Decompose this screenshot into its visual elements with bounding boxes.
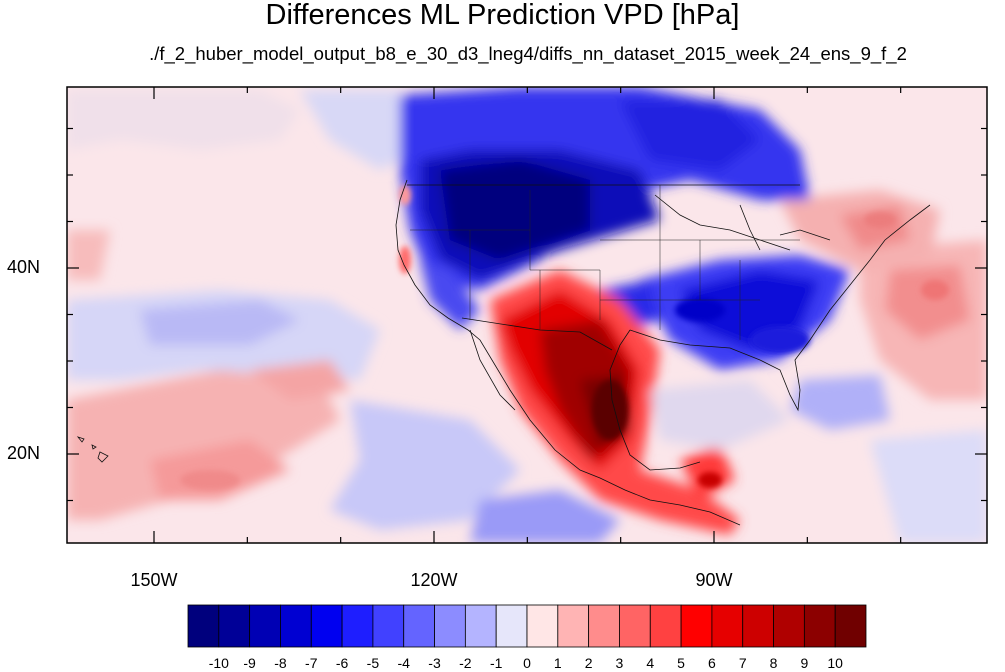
colorbar-swatch [280, 604, 312, 648]
colorbar-swatch [711, 604, 744, 648]
colorbar-swatch [773, 604, 805, 648]
colorbar-tick-label: 4 [646, 655, 655, 671]
colorbar [187, 604, 867, 648]
colorbar-swatch [557, 604, 590, 648]
colorbar-swatch [834, 604, 867, 648]
colorbar-tick-label: 7 [738, 655, 747, 671]
colorbar-tick-label: 5 [677, 655, 685, 671]
colorbar-swatch [464, 604, 497, 648]
colorbar-swatch [310, 604, 343, 648]
map-subtitle: ./f_2_huber_model_output_b8_e_30_d3_lneg… [149, 43, 907, 64]
longitude-tick-label: 120W [410, 570, 458, 590]
colorbar-swatch [218, 604, 251, 648]
colorbar-tick-label: 9 [800, 655, 809, 671]
colorbar-tick-label: -4 [397, 655, 410, 671]
colorbar-tick-label: 6 [708, 655, 716, 671]
colorbar-swatch [341, 604, 374, 648]
colorbar-tick-label: -7 [305, 655, 318, 671]
latitude-tick-label: 40N [6, 257, 40, 277]
colorbar-swatch [680, 604, 713, 648]
colorbar-swatch [372, 604, 405, 648]
colorbar-swatch [403, 604, 435, 648]
latitude-tick-label: 20N [6, 443, 40, 463]
colorbar-tick-label: 0 [523, 655, 531, 671]
vpd-difference-field [67, 87, 987, 543]
colorbar-tick-label: -6 [335, 655, 349, 671]
colorbar-tick-label: 8 [769, 655, 778, 671]
colorbar-tick-label: 2 [584, 655, 593, 671]
map-title: Differences ML Prediction VPD [hPa] [265, 0, 740, 31]
colorbar-tick-label: 1 [553, 655, 562, 671]
colorbar-tick-label: -9 [243, 655, 256, 671]
colorbar-tick-label: -1 [489, 655, 503, 671]
colorbar-tick-label: 3 [615, 655, 624, 671]
colorbar-tick-label: -5 [366, 655, 380, 671]
longitude-tick-label: 90W [695, 570, 733, 590]
colorbar-tick-label: -10 [208, 655, 229, 671]
colorbar-swatch [649, 604, 682, 648]
colorbar-tick-label: -2 [459, 655, 472, 671]
colorbar-swatch [526, 604, 559, 648]
colorbar-tick-label: -8 [274, 655, 287, 671]
colorbar-swatch [803, 604, 836, 648]
colorbar-swatch [249, 604, 281, 648]
colorbar-swatch [434, 604, 466, 648]
colorbar-swatch [588, 604, 620, 648]
colorbar-tick-label: 10 [827, 655, 843, 671]
colorbar-swatch [187, 604, 220, 648]
colorbar-swatch [619, 604, 651, 648]
longitude-tick-label: 150W [130, 570, 178, 590]
colorbar-swatch [742, 604, 774, 648]
colorbar-tick-label: -3 [428, 655, 441, 671]
colorbar-swatch [495, 604, 528, 648]
